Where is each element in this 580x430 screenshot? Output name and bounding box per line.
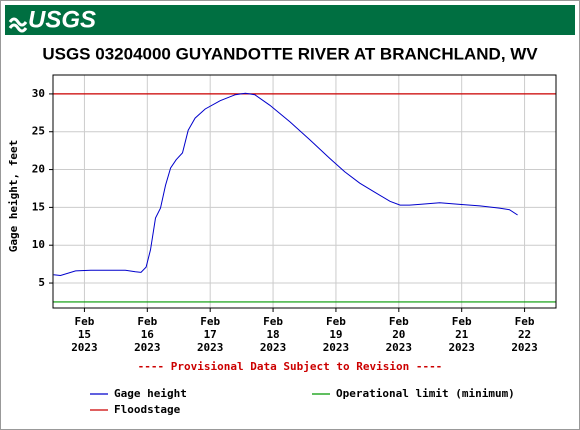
x-tick-label: Feb 18 2023 <box>260 315 287 354</box>
x-tick-label-line: 18 <box>266 328 279 341</box>
x-tick-label-line: 19 <box>329 328 342 341</box>
x-tick-label-line: 2023 <box>448 341 475 354</box>
y-tick-label: 10 <box>32 238 45 251</box>
data-line <box>53 92 518 277</box>
x-tick-label-line: 22 <box>518 328 531 341</box>
x-tick-label: Feb 21 2023 <box>448 315 475 354</box>
logo: USGS <box>28 6 96 33</box>
x-tick-label-line: Feb <box>389 315 409 328</box>
x-tick-label-line: Feb <box>75 315 95 328</box>
x-tick-label-line: 2023 <box>197 341 224 354</box>
x-tick-label-line: 15 <box>78 328 91 341</box>
legend-label: Gage height <box>114 387 187 400</box>
x-tick-label-line: 2023 <box>260 341 287 354</box>
x-tick-label-line: 21 <box>455 328 469 341</box>
x-tick-label-line: Feb <box>326 315 346 328</box>
x-tick-label-line: 2023 <box>323 341 350 354</box>
logo-wave <box>8 17 28 33</box>
y-tick-label: 5 <box>38 276 45 289</box>
x-tick-label: Feb 17 2023 <box>197 315 224 354</box>
header-bar <box>5 5 575 35</box>
chart-title: USGS 03204000 GUYANDOTTE RIVER AT BRANCH… <box>42 44 538 63</box>
x-tick-label-line: 17 <box>204 328 217 341</box>
x-tick-label-line: Feb <box>200 315 220 328</box>
x-tick-label-line: 2023 <box>134 341 161 354</box>
x-tick-label-line: Feb <box>263 315 283 328</box>
y-tick-label: 25 <box>32 125 45 138</box>
x-tick-label-line: 2023 <box>511 341 538 354</box>
x-tick-label-line: Feb <box>452 315 472 328</box>
x-tick-label-line: 16 <box>141 328 155 341</box>
x-tick-label: Feb 20 2023 <box>386 315 413 354</box>
y-tick-label: 30 <box>32 87 45 100</box>
x-tick-label: Feb 19 2023 <box>323 315 350 354</box>
x-tick-label: Feb 16 2023 <box>134 315 161 354</box>
x-tick-label-line: Feb <box>515 315 535 328</box>
x-tick-label: Feb 15 2023 <box>71 315 98 354</box>
y-axis-label: Gage height, feet <box>7 140 20 253</box>
x-tick-label-line: 20 <box>392 328 405 341</box>
legend-label: Operational limit (minimum) <box>336 387 515 400</box>
y-tick-label: 20 <box>32 163 45 176</box>
plot-border <box>52 74 557 309</box>
plot-area <box>52 74 557 309</box>
x-tick-label-line: 2023 <box>71 341 98 354</box>
x-tick-label-line: 2023 <box>386 341 413 354</box>
x-tick-label: Feb 22 2023 <box>511 315 538 354</box>
legend-label: Floodstage <box>114 403 181 416</box>
x-tick-label-line: Feb <box>137 315 157 328</box>
y-tick-label: 15 <box>32 200 45 213</box>
note: ---- Provisional Data Subject to Revisio… <box>138 360 443 373</box>
